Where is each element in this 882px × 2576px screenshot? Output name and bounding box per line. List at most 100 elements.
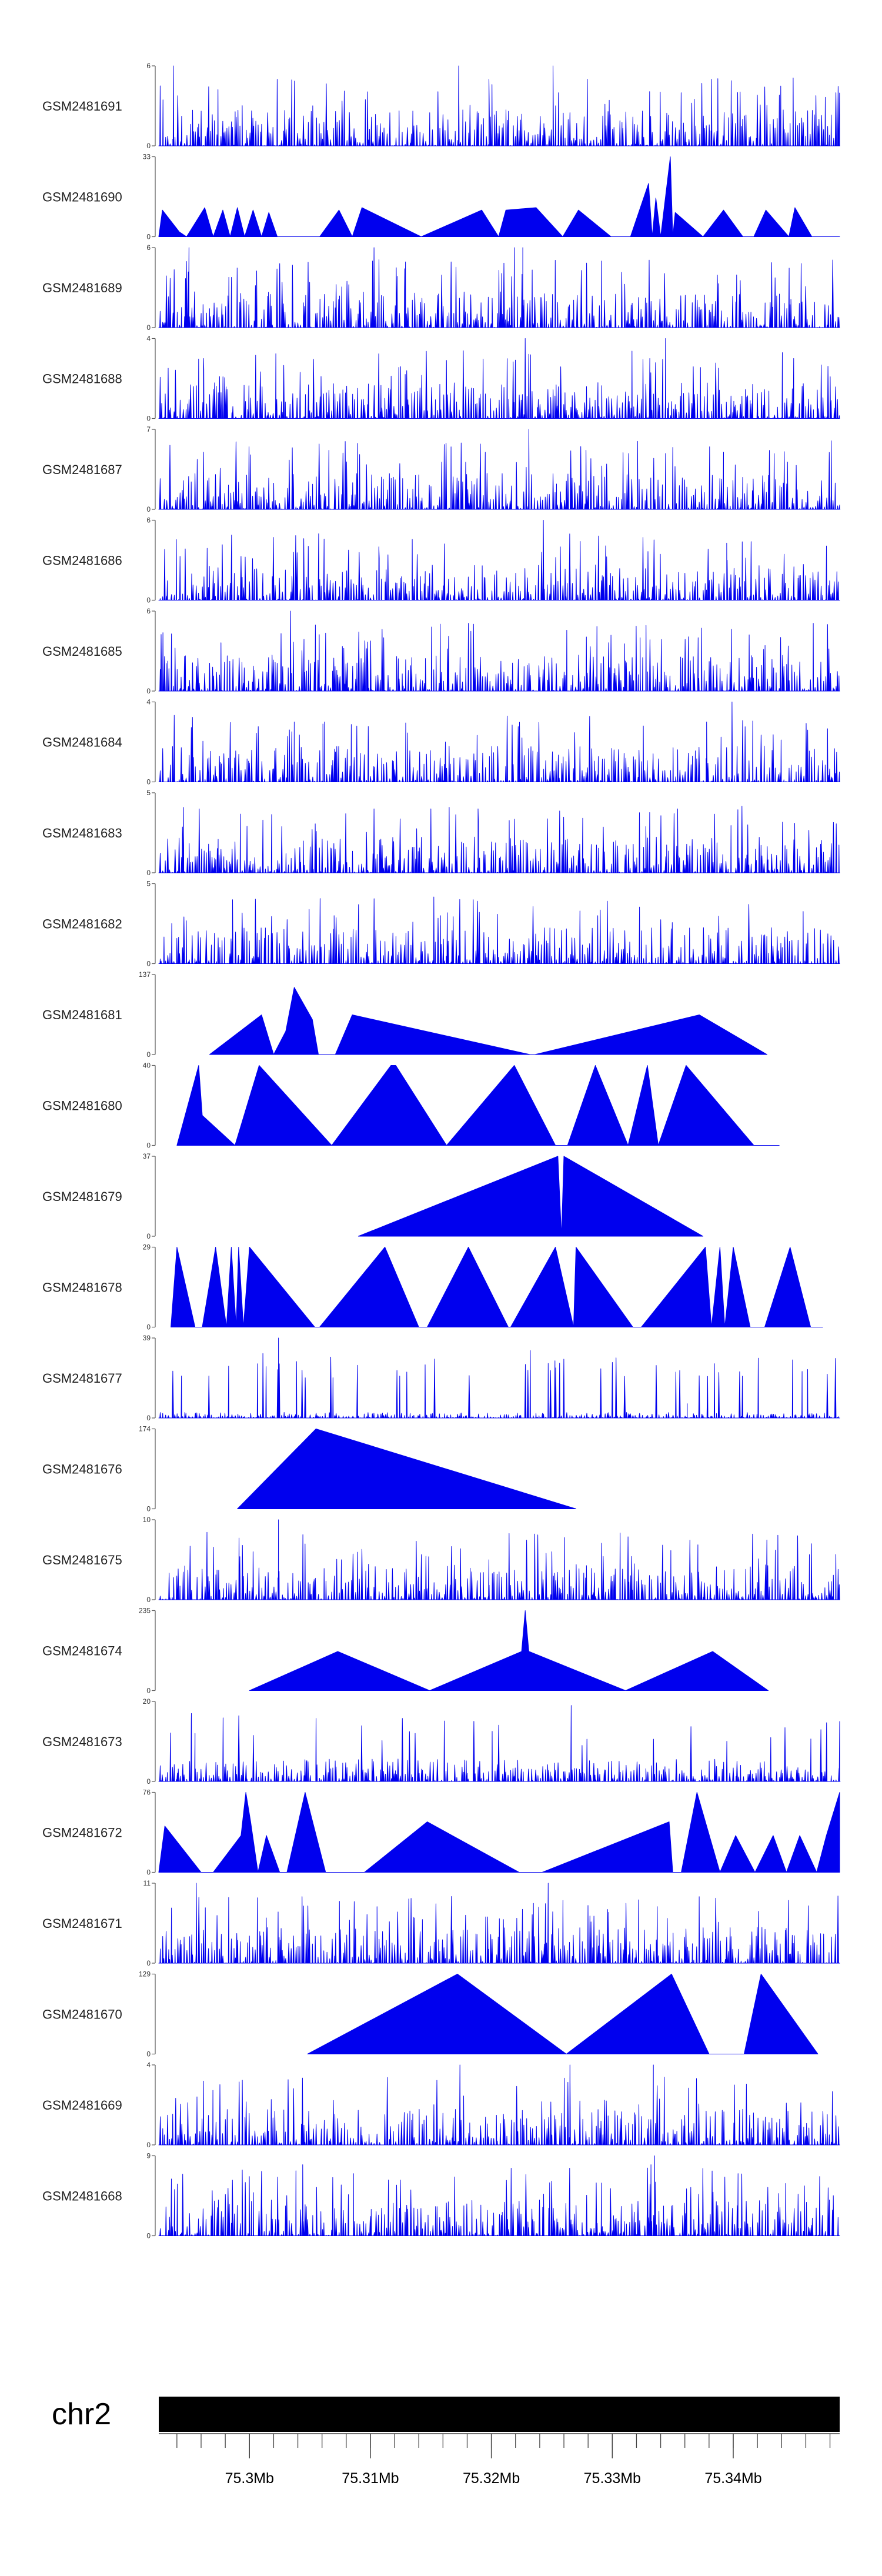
track-gsm2481678: GSM2481678 29 0 xyxy=(42,1243,823,1332)
y-axis-max-label: 235 xyxy=(139,1607,151,1615)
position-tick-label: 75.31Mb xyxy=(342,2470,399,2487)
y-axis-max-label: 37 xyxy=(143,1152,151,1160)
track-gsm2481668: GSM2481668 9 0 xyxy=(42,2152,840,2240)
y-axis-zero-label: 0 xyxy=(146,2141,151,2149)
coverage-area xyxy=(158,1883,840,1964)
track-label: GSM2481689 xyxy=(42,281,122,295)
y-axis-zero-label: 0 xyxy=(146,2232,151,2240)
track-label: GSM2481674 xyxy=(42,1644,122,1659)
track-label: GSM2481677 xyxy=(42,1371,122,1386)
y-axis-zero-label: 0 xyxy=(146,505,151,513)
track-gsm2481687: GSM2481687 7 0 xyxy=(42,425,841,513)
coverage-area xyxy=(158,1519,840,1600)
track-label: GSM2481690 xyxy=(42,190,122,205)
track-gsm2481686: GSM2481686 6 0 xyxy=(42,516,840,605)
coverage-area xyxy=(158,429,841,510)
track-gsm2481684: GSM2481684 4 0 xyxy=(42,698,840,786)
y-axis-zero-label: 0 xyxy=(146,233,151,241)
genome-axis: chr2 75.3Mb 75.31Mb 75.32Mb 75.33Mb 75.34Mb xyxy=(52,2397,840,2487)
y-axis-max-label: 6 xyxy=(146,243,151,252)
coverage-area xyxy=(158,247,840,328)
track-gsm2481682: GSM2481682 5 0 xyxy=(42,880,840,968)
coverage-area xyxy=(158,610,840,692)
track-label: GSM2481678 xyxy=(42,1280,122,1295)
y-axis-max-label: 6 xyxy=(146,62,151,70)
coverage-area xyxy=(158,2064,840,2145)
track-gsm2481680: GSM2481680 40 0 xyxy=(42,1062,780,1150)
coverage-area xyxy=(171,1247,823,1327)
track-label: GSM2481681 xyxy=(42,1007,122,1022)
track-gsm2481688: GSM2481688 4 0 xyxy=(42,335,840,423)
y-axis-zero-label: 0 xyxy=(146,1050,151,1059)
track-label: GSM2481685 xyxy=(42,644,122,659)
position-tick-label: 75.3Mb xyxy=(225,2470,274,2487)
track-gsm2481672: GSM2481672 76 0 xyxy=(42,1788,840,1877)
position-tick-label: 75.33Mb xyxy=(584,2470,641,2487)
y-axis-max-label: 137 xyxy=(139,970,151,979)
coverage-area xyxy=(158,702,840,782)
position-tick-label: 75.34Mb xyxy=(704,2470,761,2487)
coverage-area xyxy=(158,1792,840,1873)
y-axis-zero-label: 0 xyxy=(146,1232,151,1240)
track-gsm2481679: GSM2481679 37 0 xyxy=(42,1152,704,1240)
y-axis-zero-label: 0 xyxy=(146,1959,151,1967)
y-axis-max-label: 5 xyxy=(146,789,151,797)
track-gsm2481674: GSM2481674 235 0 xyxy=(42,1607,769,1695)
track-label: GSM2481672 xyxy=(42,1826,122,1840)
y-axis-zero-label: 0 xyxy=(146,1596,151,1604)
coverage-area xyxy=(158,1705,841,1782)
track-label: GSM2481669 xyxy=(42,2098,122,2113)
y-axis-zero-label: 0 xyxy=(146,869,151,877)
coverage-area xyxy=(158,520,840,600)
y-axis-zero-label: 0 xyxy=(146,415,151,423)
chromosome-label: chr2 xyxy=(52,2397,111,2431)
coverage-area xyxy=(158,338,840,419)
y-axis-zero-label: 0 xyxy=(146,1777,151,1786)
y-axis-max-label: 4 xyxy=(146,335,151,343)
track-gsm2481691: GSM2481691 6 0 xyxy=(42,62,840,150)
y-axis-max-label: 39 xyxy=(143,1334,151,1342)
track-label: GSM2481691 xyxy=(42,99,122,114)
y-axis-zero-label: 0 xyxy=(146,142,151,150)
track-label: GSM2481680 xyxy=(42,1099,122,1113)
y-axis-zero-label: 0 xyxy=(146,1142,151,1150)
track-label: GSM2481688 xyxy=(42,372,122,386)
track-label: GSM2481686 xyxy=(42,553,122,568)
y-axis-zero-label: 0 xyxy=(146,1323,151,1332)
position-tick-label: 75.32Mb xyxy=(463,2470,520,2487)
track-gsm2481675: GSM2481675 10 0 xyxy=(42,1516,840,1604)
y-axis-zero-label: 0 xyxy=(146,687,151,695)
y-axis-max-label: 33 xyxy=(143,153,151,161)
track-label: GSM2481675 xyxy=(42,1553,122,1567)
coverage-area xyxy=(249,1610,769,1691)
coverage-area xyxy=(158,65,840,146)
track-label: GSM2481679 xyxy=(42,1189,122,1204)
track-label: GSM2481687 xyxy=(42,462,122,477)
track-label: GSM2481682 xyxy=(42,917,122,932)
track-label: GSM2481676 xyxy=(42,1462,122,1477)
track-gsm2481685: GSM2481685 6 0 xyxy=(42,607,840,695)
track-gsm2481683: GSM2481683 5 0 xyxy=(42,789,840,877)
y-axis-max-label: 40 xyxy=(143,1062,151,1070)
track-gsm2481673: GSM2481673 20 0 xyxy=(42,1697,841,1786)
y-axis-max-label: 29 xyxy=(143,1243,151,1252)
coverage-area xyxy=(237,1429,577,1509)
track-label: GSM2481683 xyxy=(42,826,122,840)
y-axis-zero-label: 0 xyxy=(146,323,151,332)
coverage-area xyxy=(176,1065,780,1146)
y-axis-max-label: 129 xyxy=(139,1970,151,1978)
y-axis-zero-label: 0 xyxy=(146,1868,151,1877)
track-gsm2481689: GSM2481689 6 0 xyxy=(42,243,840,332)
coverage-area xyxy=(158,896,840,964)
y-axis-zero-label: 0 xyxy=(146,1687,151,1695)
y-axis-zero-label: 0 xyxy=(146,960,151,968)
y-axis-max-label: 9 xyxy=(146,2152,151,2160)
track-label: GSM2481668 xyxy=(42,2189,122,2204)
y-axis-zero-label: 0 xyxy=(146,2050,151,2058)
coverage-area xyxy=(158,1337,840,1419)
y-axis-max-label: 11 xyxy=(143,1879,151,1887)
coverage-area xyxy=(158,806,840,873)
y-axis-max-label: 6 xyxy=(146,516,151,525)
track-gsm2481690: GSM2481690 33 0 xyxy=(42,153,840,241)
